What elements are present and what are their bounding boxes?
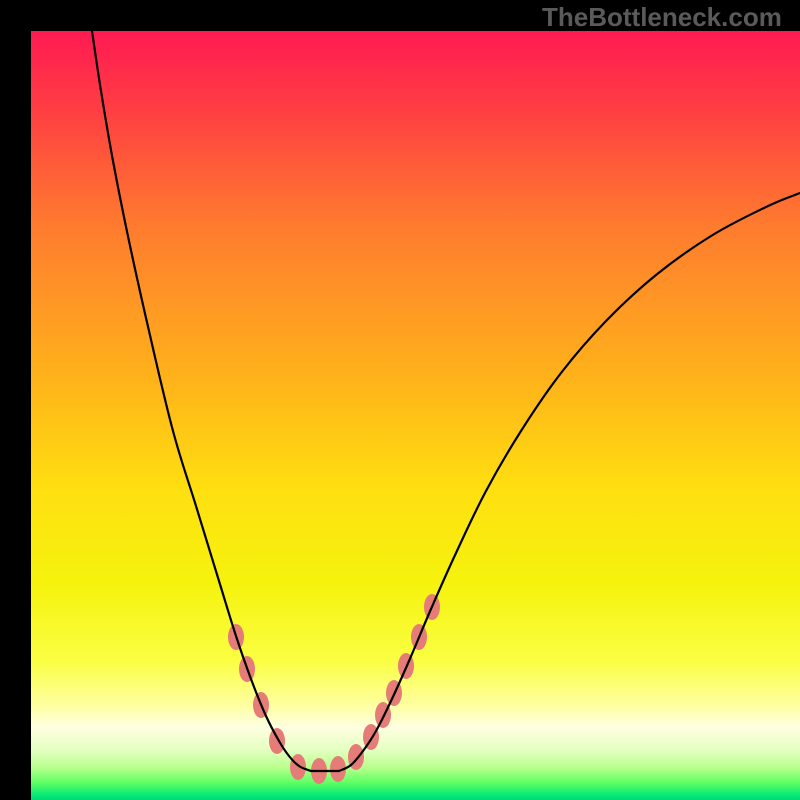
watermark-text: TheBottleneck.com (542, 2, 782, 33)
data-marker (290, 754, 306, 780)
gradient-background (31, 31, 800, 800)
data-marker (269, 728, 285, 754)
chart-plot (31, 31, 800, 800)
